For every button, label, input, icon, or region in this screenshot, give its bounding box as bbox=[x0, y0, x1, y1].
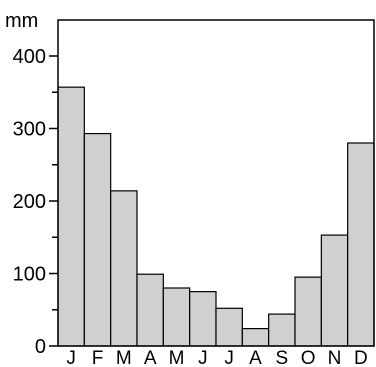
x-category-label: J bbox=[66, 348, 76, 367]
bar-1 bbox=[83, 132, 112, 347]
y-tick-label: 400 bbox=[13, 46, 46, 68]
x-category-label: A bbox=[249, 348, 262, 367]
bar-4 bbox=[162, 287, 191, 347]
x-category-label: O bbox=[301, 348, 316, 367]
bar-7 bbox=[241, 328, 270, 347]
x-category-label: S bbox=[275, 348, 288, 367]
bar-3 bbox=[136, 273, 164, 347]
x-category-label: J bbox=[224, 348, 234, 367]
y-tick-label: 200 bbox=[13, 191, 46, 213]
x-category-label: M bbox=[116, 348, 132, 367]
bar-10 bbox=[320, 234, 349, 347]
bar-8 bbox=[268, 313, 296, 347]
y-tick-label: 0 bbox=[35, 336, 46, 358]
bar-2 bbox=[110, 190, 138, 347]
y-tick-label: 300 bbox=[13, 119, 46, 141]
x-category-label: M bbox=[169, 348, 185, 367]
plot-frame bbox=[57, 19, 375, 347]
y-unit-label: mm bbox=[5, 10, 38, 32]
x-category-label: D bbox=[354, 348, 368, 367]
x-category-label: F bbox=[92, 348, 104, 367]
x-category-label: A bbox=[144, 348, 157, 367]
bar-9 bbox=[294, 276, 322, 347]
x-category-label: J bbox=[198, 348, 208, 367]
bar-0 bbox=[57, 86, 85, 347]
bar-5 bbox=[189, 291, 217, 347]
y-tick-label: 100 bbox=[13, 264, 46, 286]
x-category-label: N bbox=[328, 348, 342, 367]
bar-6 bbox=[215, 307, 243, 347]
bar-11 bbox=[347, 142, 375, 347]
